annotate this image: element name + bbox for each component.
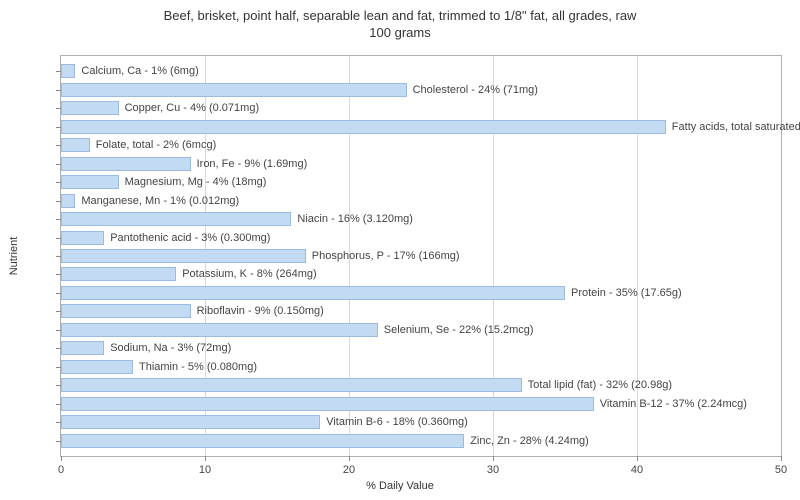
bar bbox=[61, 267, 176, 281]
bar-row: Cholesterol - 24% (71mg) bbox=[61, 83, 538, 97]
x-tick-mark bbox=[637, 456, 638, 461]
x-tick-mark bbox=[493, 456, 494, 461]
x-tick-label: 50 bbox=[775, 464, 787, 476]
bar-label: Selenium, Se - 22% (15.2mcg) bbox=[384, 324, 534, 336]
bar-row: Copper, Cu - 4% (0.071mg) bbox=[61, 101, 259, 115]
bar-label: Thiamin - 5% (0.080mg) bbox=[139, 361, 257, 373]
bar-row: Iron, Fe - 9% (1.69mg) bbox=[61, 157, 307, 171]
bar-label: Magnesium, Mg - 4% (18mg) bbox=[125, 176, 267, 188]
bar-label: Sodium, Na - 3% (72mg) bbox=[110, 342, 231, 354]
bar-row: Total lipid (fat) - 32% (20.98g) bbox=[61, 378, 672, 392]
bar-row: Fatty acids, total saturated - 42% (8.42… bbox=[61, 120, 800, 134]
bar-row: Protein - 35% (17.65g) bbox=[61, 286, 682, 300]
bar-label: Folate, total - 2% (6mcg) bbox=[96, 139, 216, 151]
bar bbox=[61, 360, 133, 374]
bar-row: Folate, total - 2% (6mcg) bbox=[61, 138, 216, 152]
bar bbox=[61, 341, 104, 355]
bar-label: Phosphorus, P - 17% (166mg) bbox=[312, 250, 460, 262]
bar bbox=[61, 249, 306, 263]
bar bbox=[61, 212, 291, 226]
x-tick-label: 30 bbox=[487, 464, 499, 476]
chart-title-line2: 100 grams bbox=[369, 25, 430, 40]
bar bbox=[61, 231, 104, 245]
bar bbox=[61, 101, 119, 115]
bar bbox=[61, 415, 320, 429]
bar-label: Calcium, Ca - 1% (6mg) bbox=[81, 65, 198, 77]
bar-row: Vitamin B-12 - 37% (2.24mcg) bbox=[61, 397, 747, 411]
bar bbox=[61, 138, 90, 152]
bar bbox=[61, 378, 522, 392]
bar bbox=[61, 286, 565, 300]
bar-row: Pantothenic acid - 3% (0.300mg) bbox=[61, 231, 270, 245]
x-tick-label: 0 bbox=[58, 464, 64, 476]
y-axis-label: Nutrient bbox=[8, 237, 20, 276]
bar bbox=[61, 175, 119, 189]
bar-label: Manganese, Mn - 1% (0.012mg) bbox=[81, 195, 239, 207]
bar-label: Riboflavin - 9% (0.150mg) bbox=[197, 305, 324, 317]
bar-row: Zinc, Zn - 28% (4.24mg) bbox=[61, 434, 589, 448]
bar-row: Selenium, Se - 22% (15.2mcg) bbox=[61, 323, 534, 337]
bar-label: Potassium, K - 8% (264mg) bbox=[182, 268, 317, 280]
x-tick-label: 40 bbox=[631, 464, 643, 476]
bar bbox=[61, 434, 464, 448]
bar-row: Vitamin B-6 - 18% (0.360mg) bbox=[61, 415, 468, 429]
x-tick-mark bbox=[349, 456, 350, 461]
x-tick-mark bbox=[781, 456, 782, 461]
bar-row: Potassium, K - 8% (264mg) bbox=[61, 267, 317, 281]
x-axis-label: % Daily Value bbox=[366, 480, 434, 492]
bar-label: Cholesterol - 24% (71mg) bbox=[413, 84, 538, 96]
chart-title: Beef, brisket, point half, separable lea… bbox=[0, 0, 800, 42]
x-tick-label: 20 bbox=[343, 464, 355, 476]
bar-label: Fatty acids, total saturated - 42% (8.42… bbox=[672, 121, 800, 133]
bar-row: Calcium, Ca - 1% (6mg) bbox=[61, 64, 199, 78]
bar-label: Iron, Fe - 9% (1.69mg) bbox=[197, 158, 308, 170]
bar bbox=[61, 194, 75, 208]
bar bbox=[61, 157, 191, 171]
bar-label: Protein - 35% (17.65g) bbox=[571, 287, 682, 299]
bar-label: Total lipid (fat) - 32% (20.98g) bbox=[528, 379, 672, 391]
bar-label: Niacin - 16% (3.120mg) bbox=[297, 213, 413, 225]
bar bbox=[61, 120, 666, 134]
bar-row: Phosphorus, P - 17% (166mg) bbox=[61, 249, 460, 263]
bar-row: Sodium, Na - 3% (72mg) bbox=[61, 341, 231, 355]
x-tick-label: 10 bbox=[199, 464, 211, 476]
bar-label: Pantothenic acid - 3% (0.300mg) bbox=[110, 232, 270, 244]
bar bbox=[61, 304, 191, 318]
bar-label: Vitamin B-12 - 37% (2.24mcg) bbox=[600, 398, 747, 410]
x-tick-mark bbox=[61, 456, 62, 461]
bar bbox=[61, 323, 378, 337]
bar-label: Zinc, Zn - 28% (4.24mg) bbox=[470, 435, 589, 447]
bar-row: Thiamin - 5% (0.080mg) bbox=[61, 360, 257, 374]
nutrient-chart: Beef, brisket, point half, separable lea… bbox=[0, 0, 800, 500]
bar-row: Manganese, Mn - 1% (0.012mg) bbox=[61, 194, 239, 208]
x-tick-mark bbox=[205, 456, 206, 461]
plot-area: 01020304050Calcium, Ca - 1% (6mg)Cholest… bbox=[60, 55, 782, 457]
bar-label: Vitamin B-6 - 18% (0.360mg) bbox=[326, 416, 468, 428]
bar bbox=[61, 64, 75, 78]
bar bbox=[61, 397, 594, 411]
bar bbox=[61, 83, 407, 97]
chart-title-line1: Beef, brisket, point half, separable lea… bbox=[164, 8, 637, 23]
bar-label: Copper, Cu - 4% (0.071mg) bbox=[125, 102, 260, 114]
bar-row: Magnesium, Mg - 4% (18mg) bbox=[61, 175, 266, 189]
bar-row: Niacin - 16% (3.120mg) bbox=[61, 212, 413, 226]
bar-row: Riboflavin - 9% (0.150mg) bbox=[61, 304, 324, 318]
